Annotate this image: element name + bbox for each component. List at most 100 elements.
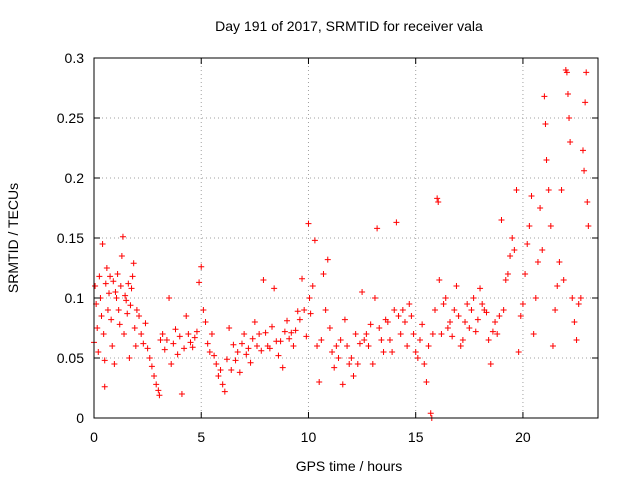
data-point: [170, 340, 177, 347]
data-point: [161, 346, 168, 353]
data-point: [585, 223, 592, 229]
data-point: [155, 387, 162, 394]
data-point: [236, 369, 243, 376]
data-point: [281, 328, 288, 335]
data-point: [406, 301, 413, 307]
x-tick-label: 5: [197, 429, 205, 445]
data-point: [427, 410, 434, 417]
data-point: [183, 313, 190, 319]
data-point: [526, 223, 533, 229]
y-tick-label: 0.25: [57, 110, 84, 126]
data-point: [311, 237, 318, 244]
data-point: [294, 308, 301, 315]
data-point: [102, 280, 109, 287]
data-point: [346, 361, 353, 367]
data-point: [176, 333, 183, 340]
data-point: [395, 313, 402, 319]
data-point: [425, 343, 432, 349]
data-point: [144, 345, 151, 352]
data-point: [181, 345, 188, 352]
data-point: [412, 349, 419, 355]
data-point: [348, 355, 355, 361]
data-point: [288, 329, 295, 336]
data-point: [329, 349, 336, 355]
data-point: [198, 263, 205, 270]
x-tick-label: 10: [301, 429, 317, 445]
data-point: [371, 295, 378, 301]
data-point: [554, 283, 561, 289]
data-point: [266, 345, 273, 352]
data-point: [558, 187, 565, 193]
data-point: [401, 319, 408, 325]
data-point: [100, 331, 107, 337]
data-point: [269, 323, 276, 330]
data-point: [92, 283, 99, 289]
data-point: [174, 351, 181, 358]
data-point: [112, 289, 119, 295]
data-point: [108, 316, 115, 323]
data-point: [326, 325, 333, 331]
data-point: [414, 355, 421, 361]
data-point: [129, 273, 136, 280]
data-point: [352, 331, 359, 337]
data-point: [187, 339, 194, 346]
data-point: [191, 334, 198, 341]
data-point: [279, 364, 286, 371]
data-point: [408, 313, 415, 319]
data-point: [331, 364, 338, 371]
data-point: [517, 313, 524, 319]
data-point: [575, 301, 582, 307]
data-point: [299, 275, 306, 282]
data-point: [416, 337, 423, 343]
data-point: [563, 69, 570, 76]
data-point: [320, 271, 327, 277]
data-point: [316, 379, 323, 385]
data-point: [101, 357, 108, 364]
data-point: [492, 319, 499, 325]
data-point: [583, 69, 590, 76]
data-point: [138, 331, 145, 337]
data-point: [530, 331, 537, 337]
data-point: [386, 337, 393, 343]
data-point: [434, 195, 441, 202]
data-point: [367, 321, 374, 328]
data-point: [296, 316, 303, 323]
data-point: [208, 331, 215, 337]
x-axis-label: GPS time / hours: [296, 458, 403, 474]
data-point: [130, 260, 137, 267]
data-point: [542, 121, 549, 127]
data-point: [157, 337, 164, 343]
chart-title: Day 191 of 2017, SRMTID for receiver val…: [215, 18, 483, 34]
data-point: [193, 328, 200, 335]
data-point: [498, 217, 505, 223]
data-point: [305, 220, 312, 227]
data-point: [228, 367, 235, 373]
data-point: [215, 373, 222, 379]
data-point: [429, 331, 436, 337]
data-point: [468, 307, 475, 313]
data-point: [515, 349, 522, 355]
data-point: [440, 301, 447, 307]
data-point: [230, 341, 237, 348]
data-point: [479, 301, 486, 307]
data-point: [369, 361, 376, 367]
data-point: [249, 335, 256, 342]
data-point: [301, 307, 308, 313]
data-point: [247, 359, 254, 366]
data-point: [307, 310, 314, 317]
data-point: [380, 349, 387, 355]
x-tick-label: 0: [90, 429, 98, 445]
data-point: [393, 219, 400, 226]
data-point: [241, 331, 248, 337]
data-point: [306, 295, 313, 301]
data-point: [464, 301, 471, 307]
y-tick-label: 0: [76, 410, 84, 426]
data-point: [573, 337, 580, 343]
data-point: [547, 223, 554, 229]
data-point: [337, 337, 344, 343]
data-point: [204, 340, 211, 347]
data-point: [151, 373, 158, 379]
data-point: [579, 147, 586, 154]
data-point: [524, 241, 531, 247]
